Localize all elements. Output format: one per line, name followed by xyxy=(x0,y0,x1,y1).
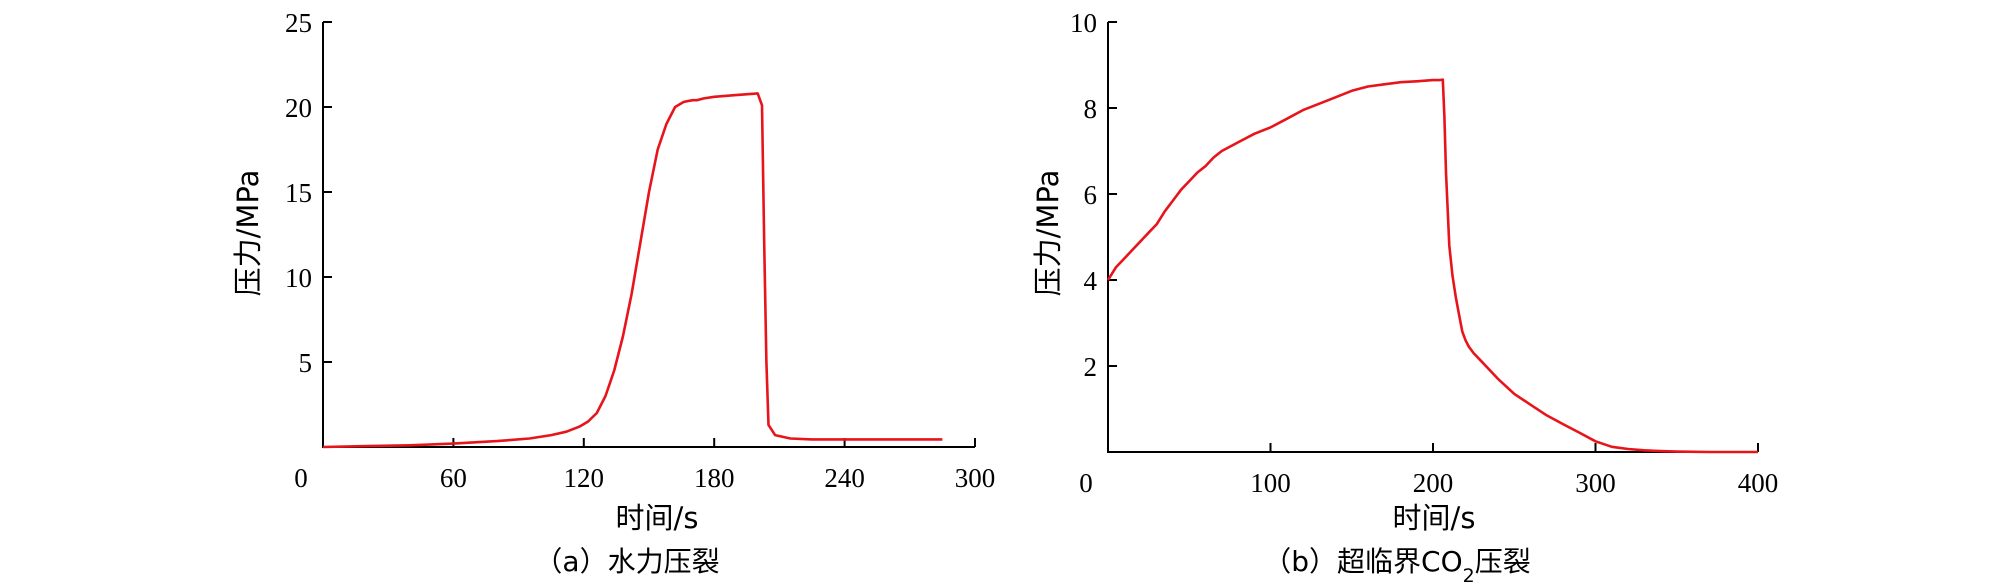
panel-b-x-axis-title: 时间/s xyxy=(1393,501,1476,535)
panel-a-y-tick-label: 25 xyxy=(285,8,312,38)
panel-a-x-tick-label: 300 xyxy=(955,463,996,493)
panel-b-ticks: 0 100 200 300 400 2 4 6 8 10 xyxy=(1070,8,1778,498)
panel-b-x-tick-label: 300 xyxy=(1575,468,1616,498)
panel-b-caption-subscript: 2 xyxy=(1463,565,1475,587)
panel-a-caption: （a）水力压裂 xyxy=(534,545,719,578)
panel-a-axes xyxy=(322,22,975,448)
chart-panel-a: 0 60 120 180 240 300 5 10 15 20 25 时间/s 压力/MPa （a）… xyxy=(231,8,995,578)
panel-b-x-tick-label: 400 xyxy=(1738,468,1779,498)
panel-b-caption-suffix: 压裂 xyxy=(1475,545,1531,578)
panel-a-x-tick-label: 240 xyxy=(824,463,865,493)
panel-b-y-tick-label: 8 xyxy=(1084,94,1098,124)
panel-a-y-axis-title: 压力/MPa xyxy=(231,170,265,297)
chart-panel-b: 0 100 200 300 400 2 4 6 8 10 时间/s 压力/MPa （b）超临界CO… xyxy=(1031,8,1778,587)
panel-b-caption: （b）超临界CO2压裂 xyxy=(1263,545,1530,587)
panel-a-y-tick-label: 10 xyxy=(285,263,312,293)
panel-b-y-tick-label: 10 xyxy=(1070,8,1097,38)
panel-a-x-tick-label: 120 xyxy=(564,463,605,493)
panel-b-caption-prefix: （b） xyxy=(1263,545,1337,578)
panel-a-pressure-line xyxy=(322,92,943,449)
panel-b-x-tick-label: 0 xyxy=(1079,468,1093,498)
panel-b-pressure-line xyxy=(1106,78,1758,454)
panel-a-x-axis-title: 时间/s xyxy=(616,501,699,535)
panel-a-caption-text: 水力压裂 xyxy=(608,545,720,578)
panel-b-x-tick-label: 100 xyxy=(1250,468,1291,498)
panel-b-y-tick-label: 6 xyxy=(1084,180,1098,210)
panel-a-caption-prefix: （a） xyxy=(534,545,607,578)
panel-a-x-tick-label: 180 xyxy=(694,463,735,493)
panel-a-ticks: 0 60 120 180 240 300 5 10 15 20 25 xyxy=(285,8,995,493)
panel-b-y-tick-label: 2 xyxy=(1084,352,1098,382)
panel-b-caption-text: 超临界CO xyxy=(1337,545,1463,578)
panel-a-y-tick-label: 20 xyxy=(285,93,312,123)
panel-a-x-tick-label: 60 xyxy=(440,463,467,493)
panel-b-axes xyxy=(1107,22,1758,453)
panel-b-y-axis-title: 压力/MPa xyxy=(1031,170,1065,297)
panel-a-y-tick-label: 5 xyxy=(299,348,313,378)
panel-a-x-tick-label: 0 xyxy=(294,463,308,493)
panel-b-y-tick-label: 4 xyxy=(1084,266,1098,296)
panel-b-x-tick-label: 200 xyxy=(1413,468,1454,498)
panel-a-y-tick-label: 15 xyxy=(285,178,312,208)
